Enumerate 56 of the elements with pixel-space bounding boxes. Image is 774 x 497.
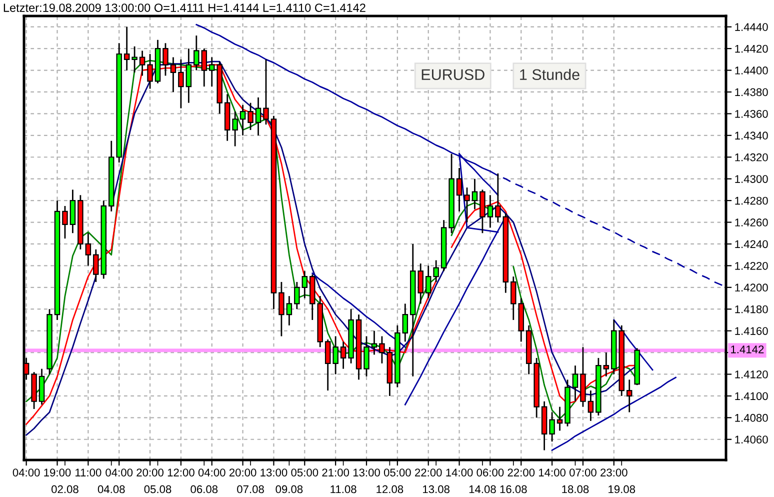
x-tick-label: 13:00 (353, 468, 380, 476)
x-tick-label: 06:00 (476, 468, 504, 476)
x-tick-label: 11:00 (76, 468, 102, 476)
x-tick-label: 20:00 (229, 468, 256, 476)
x-tick-label: 11.08 (330, 485, 356, 494)
annotation: EURUSD (422, 69, 484, 80)
x-tick-label: 13:00 (260, 468, 288, 476)
y-tick-label: 1.4280 (735, 196, 768, 205)
x-tick-label: 12.08 (376, 485, 404, 494)
x-tick-label: 04:00 (12, 468, 40, 476)
y-tick-label: 1.4340 (735, 132, 768, 140)
y-tick-label: 1.4160 (735, 327, 768, 335)
x-tick-label: 14.08 (469, 485, 496, 494)
y-tick-label: 1.4120 (735, 370, 768, 378)
x-tick-label: 22:00 (508, 468, 535, 476)
y-tick-label: 1.4260 (735, 218, 768, 226)
x-tick-label: 06.08 (190, 485, 218, 494)
x-tick-label: 16.08 (500, 485, 527, 494)
y-tick-label: 1.4100 (735, 392, 768, 400)
ref-line-label: 1.4142 (731, 345, 764, 354)
x-tick-label: 05.08 (144, 485, 172, 494)
x-tick-label: 02.08 (52, 485, 78, 494)
y-tick-label: 1.4080 (735, 414, 768, 422)
x-tick-label: 04:00 (198, 468, 226, 476)
x-tick-label: 09.08 (276, 485, 303, 494)
x-tick-label: 04.08 (98, 485, 125, 494)
x-tick-label: 05:00 (384, 468, 411, 476)
x-tick-label: 19:00 (44, 468, 71, 476)
x-tick-label: 22:00 (415, 468, 442, 476)
annotation: 1 Stunde (520, 68, 580, 80)
y-tick-label: 1.4360 (735, 110, 768, 118)
x-tick-label: 07.08 (237, 485, 264, 494)
x-tick-label: 18.08 (562, 485, 589, 494)
chart-title: Letzter:19.08.2009 13:00:00 O=1.4111 H=1.4144 L=1.4110 C=1.4142 (4, 4, 366, 12)
y-tick-label: 1.4220 (735, 262, 768, 270)
y-tick-label: 1.4200 (735, 284, 768, 292)
x-tick-label: 20:00 (136, 468, 164, 476)
y-tick-label: 1.4240 (735, 240, 768, 248)
x-tick-label: 05:00 (291, 468, 318, 476)
x-tick-label: 14:00 (446, 468, 473, 476)
x-tick-label: 23:00 (600, 468, 628, 476)
y-tick-label: 1.4180 (735, 305, 768, 314)
y-tick-label: 1.4420 (735, 44, 768, 53)
y-tick-label: 1.4380 (735, 88, 768, 96)
x-tick-label: 04:00 (106, 468, 133, 476)
y-tick-label: 1.4060 (735, 436, 768, 444)
x-tick-label: 13.08 (423, 485, 450, 494)
y-tick-label: 1.4400 (735, 66, 768, 74)
y-tick-label: 1.4300 (735, 175, 768, 183)
y-tick-label: 1.4440 (735, 23, 768, 31)
x-tick-label: 07:00 (570, 468, 596, 476)
y-tick-label: 1.4320 (735, 153, 768, 162)
x-tick-label: 12:00 (168, 468, 194, 476)
x-tick-label: 14:00 (538, 468, 566, 476)
x-tick-label: 19.08 (608, 485, 636, 494)
x-tick-label: 21:00 (322, 468, 350, 476)
